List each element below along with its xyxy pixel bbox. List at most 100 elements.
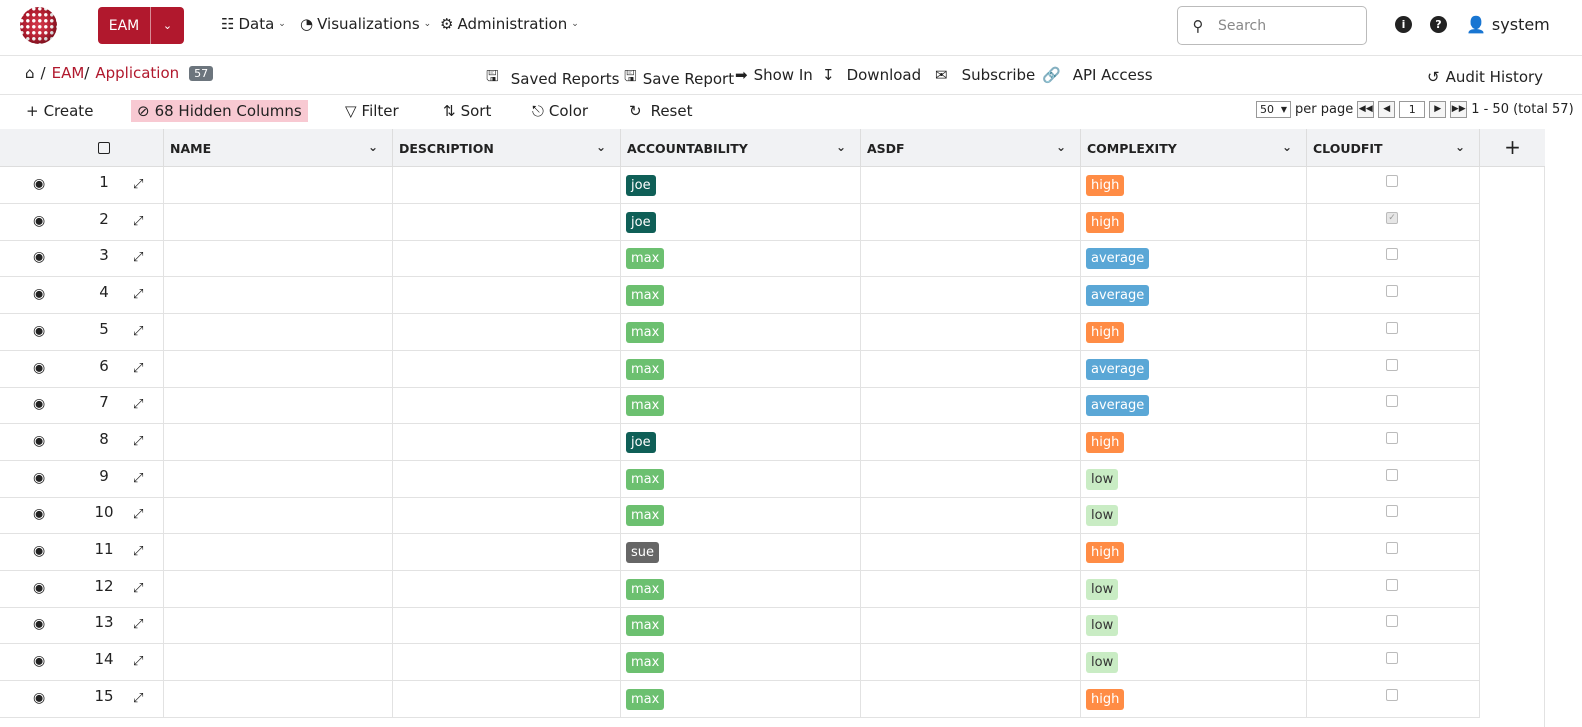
expand-icon[interactable]: ⤢ <box>133 544 144 559</box>
table-cell[interactable] <box>164 607 393 644</box>
table-cell[interactable] <box>1307 277 1480 314</box>
eye-icon[interactable]: ◉ <box>33 249 46 266</box>
table-cell[interactable] <box>861 497 1081 534</box>
table-cell[interactable]: high <box>1081 203 1307 240</box>
table-cell[interactable]: max <box>621 570 861 607</box>
eye-icon[interactable]: ◉ <box>33 176 46 192</box>
cloudfit-checkbox[interactable] <box>1386 248 1398 261</box>
expand-icon[interactable]: ⤢ <box>133 580 144 596</box>
table-cell[interactable]: high <box>1081 680 1307 717</box>
expand-icon[interactable]: ⤢ <box>133 360 144 376</box>
table-cell[interactable] <box>1307 570 1480 607</box>
table-cell[interactable] <box>164 534 393 570</box>
first-page-button[interactable]: ◀◀ <box>1357 101 1375 118</box>
table-row[interactable]: ◉ 3 ⤢ max average <box>0 240 1480 278</box>
prev-page-button[interactable]: ◀ <box>1378 101 1396 118</box>
expand-icon[interactable]: ⤢ <box>133 617 144 633</box>
table-cell[interactable]: average <box>1081 277 1307 314</box>
eye-icon[interactable]: ◉ <box>33 359 46 376</box>
table-cell[interactable] <box>1307 240 1480 277</box>
cloudfit-checkbox[interactable] <box>1386 505 1398 518</box>
search-input[interactable] <box>1218 17 1358 34</box>
table-cell[interactable] <box>1307 167 1480 203</box>
cloudfit-checkbox[interactable] <box>1386 395 1398 408</box>
table-cell[interactable] <box>164 277 393 314</box>
page-number-input[interactable]: 1 <box>1399 101 1426 118</box>
table-cell[interactable] <box>861 644 1081 681</box>
chevron-down-icon[interactable]: ⌄ <box>1281 140 1292 154</box>
column-header-complexity[interactable]: COMPLEXITY ⌄ <box>1081 129 1307 167</box>
table-cell[interactable] <box>861 350 1081 387</box>
table-cell[interactable]: low <box>1081 460 1307 497</box>
table-row[interactable]: ◉ 15 ⤢ max high <box>0 680 1480 718</box>
chevron-down-icon[interactable]: ⌄ <box>162 19 173 32</box>
table-cell[interactable] <box>1307 680 1480 717</box>
table-row[interactable]: ◉ 10 ⤢ max low <box>0 497 1480 535</box>
table-cell[interactable] <box>861 387 1081 424</box>
cloudfit-checkbox[interactable] <box>1386 652 1398 665</box>
table-cell[interactable] <box>861 240 1081 277</box>
column-header-accountability[interactable]: ACCOUNTABILITY ⌄ <box>621 129 861 167</box>
table-cell[interactable] <box>861 203 1081 240</box>
table-cell[interactable] <box>393 203 621 240</box>
help-icon[interactable]: ? <box>1430 16 1447 33</box>
table-cell[interactable]: low <box>1081 497 1307 534</box>
eye-icon[interactable]: ◉ <box>33 616 46 633</box>
filter-button[interactable]: ▽ Filter <box>345 102 399 120</box>
reset-button[interactable]: ↻ Reset <box>629 102 692 120</box>
column-header-name[interactable]: NAME ⌄ <box>164 129 393 167</box>
table-cell[interactable] <box>164 313 393 350</box>
cloudfit-checkbox[interactable]: ✓ <box>1386 211 1398 224</box>
column-header-asdf[interactable]: ASDF ⌄ <box>861 129 1081 167</box>
expand-icon[interactable]: ⤢ <box>133 323 144 339</box>
cloudfit-checkbox[interactable] <box>1386 615 1398 628</box>
table-cell[interactable]: max <box>621 387 861 424</box>
cloudfit-checkbox[interactable] <box>1386 542 1398 554</box>
cloudfit-checkbox[interactable] <box>1386 175 1398 187</box>
last-page-button[interactable]: ▶▶ <box>1450 101 1468 118</box>
table-cell[interactable]: max <box>621 313 861 350</box>
column-header-cloudfit[interactable]: CLOUDFIT ⌄ <box>1307 129 1480 167</box>
table-cell[interactable]: max <box>621 460 861 497</box>
table-cell[interactable] <box>164 644 393 681</box>
cloudfit-checkbox[interactable] <box>1386 578 1398 591</box>
download-button[interactable]: ↧ Download <box>822 66 921 84</box>
table-cell[interactable] <box>393 350 621 387</box>
show-in-button[interactable]: ➡ Show In <box>735 66 813 84</box>
table-cell[interactable] <box>393 497 621 534</box>
table-cell[interactable]: joe <box>621 203 861 240</box>
table-cell[interactable]: max <box>621 607 861 644</box>
table-cell[interactable]: joe <box>621 167 861 203</box>
audit-history-button[interactable]: ↺ Audit History <box>1427 68 1543 86</box>
app-switcher-button[interactable]: EAM ⌄ <box>98 7 184 44</box>
app-logo[interactable] <box>20 7 57 44</box>
search-box[interactable]: ⚲ <box>1177 6 1367 45</box>
breadcrumb-eam[interactable]: EAM <box>51 64 85 82</box>
next-page-button[interactable]: ▶ <box>1429 101 1447 118</box>
eye-icon[interactable]: ◉ <box>33 469 46 486</box>
expand-icon[interactable]: ⤢ <box>133 470 144 486</box>
chevron-down-icon[interactable]: ⌄ <box>595 140 606 154</box>
cloudfit-checkbox[interactable] <box>1386 285 1398 298</box>
table-row[interactable]: ◉ 13 ⤢ max low <box>0 607 1480 645</box>
table-cell[interactable] <box>393 387 621 424</box>
table-cell[interactable] <box>861 680 1081 717</box>
table-cell[interactable] <box>861 607 1081 644</box>
column-header-description[interactable]: DESCRIPTION ⌄ <box>393 129 621 167</box>
table-row[interactable]: ◉ 8 ⤢ joe high <box>0 423 1480 461</box>
expand-icon[interactable]: ⤢ <box>133 433 144 449</box>
menu-visualizations[interactable]: ◔ Visualizations ⌄ <box>300 15 431 33</box>
table-cell[interactable] <box>393 570 621 607</box>
table-cell[interactable] <box>164 570 393 607</box>
create-button[interactable]: + Create <box>26 102 93 120</box>
table-cell[interactable]: max <box>621 644 861 681</box>
table-cell[interactable] <box>393 423 621 460</box>
table-cell[interactable]: max <box>621 680 861 717</box>
table-row[interactable]: ◉ 4 ⤢ max average <box>0 277 1480 315</box>
cloudfit-checkbox[interactable] <box>1386 321 1398 334</box>
select-all-checkbox[interactable] <box>98 142 110 154</box>
save-report-button[interactable]: 🖫 Save Report <box>624 66 734 91</box>
cloudfit-checkbox[interactable] <box>1386 468 1398 481</box>
table-cell[interactable] <box>1307 313 1480 350</box>
table-cell[interactable]: max <box>621 277 861 314</box>
